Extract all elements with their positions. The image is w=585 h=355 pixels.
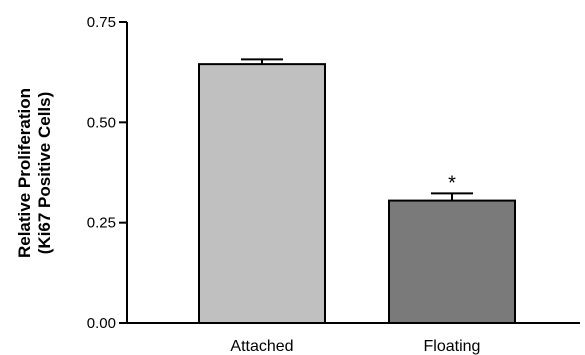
y-axis-label-line-2: (Ki67 Positive Cells) [35, 92, 54, 255]
y-axis-label-line-1: Relative Proliferation [15, 88, 34, 258]
x-category-label: Attached [230, 338, 293, 355]
significance-marker: * [448, 172, 456, 194]
x-category-label: Floating [424, 338, 481, 355]
y-tick-label: 0.75 [87, 14, 116, 31]
y-axis-title: Relative Proliferation (Ki67 Positive Ce… [15, 88, 54, 258]
x-axis-categories: Attached Floating [230, 338, 480, 355]
y-axis-ticks: 0.00 0.25 0.50 0.75 [87, 14, 127, 332]
bars: * [198, 58, 516, 325]
y-tick-label: 0.25 [87, 215, 116, 232]
y-tick-label: 0.50 [87, 114, 116, 131]
bar-floating [388, 199, 516, 325]
bar-attached [198, 63, 326, 324]
y-tick-label: 0.00 [87, 315, 116, 332]
